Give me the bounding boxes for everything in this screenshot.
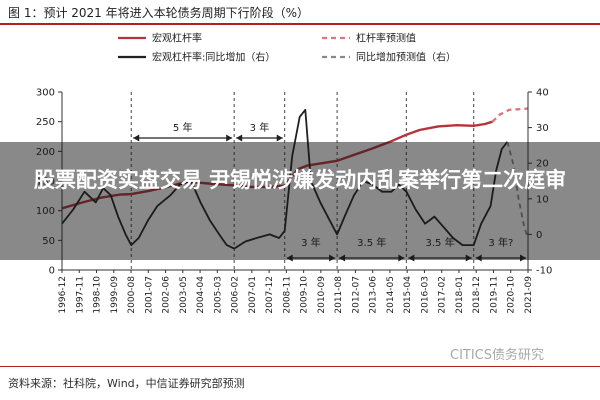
- annotation-label: 3 年: [250, 121, 270, 134]
- left-tick-label: 0: [49, 266, 55, 277]
- x-tick-label: 2020-10: [507, 276, 517, 314]
- annotation-arrow-head: [276, 134, 283, 142]
- left-tick-label: 250: [36, 117, 55, 128]
- legend-label: 宏观杠杆率: [152, 32, 202, 45]
- right-tick-label: 30: [536, 123, 549, 134]
- x-tick-label: 2012-07: [351, 276, 361, 314]
- x-tick-label: 2018-01: [455, 276, 465, 314]
- x-tick-label: 2003-05: [179, 276, 189, 314]
- series-line-1: [491, 107, 529, 123]
- x-tick-label: 2002-06: [162, 276, 172, 314]
- x-tick-label: 2015-04: [403, 276, 413, 314]
- x-tick-label: 1997-11: [75, 276, 85, 314]
- x-tick-label: 2021-09: [524, 276, 534, 314]
- axis-layer: 050100150200250300-100102030401996-12199…: [36, 88, 552, 314]
- source-note: 资料来源：社科院，Wind，中信证券研究部预测: [8, 377, 245, 390]
- right-tick-label: -10: [536, 266, 552, 277]
- legend-label: 杠杆率预测值: [356, 32, 416, 45]
- x-tick-label: 2018-12: [472, 276, 482, 314]
- overlay-headline: 股票配资实盘交易 尹锡悦涉嫌发动内乱案举行第二次庭审: [33, 168, 567, 192]
- x-tick-label: 2005-03: [213, 276, 223, 314]
- x-tick-label: 2001-07: [144, 276, 154, 314]
- x-tick-label: 1996-12: [58, 276, 68, 314]
- x-tick-label: 2008-11: [282, 276, 292, 314]
- annotation-arrow-head: [226, 134, 233, 142]
- x-tick-label: 2006-02: [231, 276, 241, 314]
- headline-overlay: [0, 142, 600, 260]
- x-tick-label: 2016-03: [420, 276, 430, 314]
- x-tick-label: 1999-09: [110, 276, 120, 314]
- x-tick-label: 2009-10: [300, 276, 310, 314]
- x-tick-label: 2010-09: [317, 276, 327, 314]
- x-tick-label: 2000-08: [127, 276, 137, 314]
- x-tick-label: 2017-02: [438, 276, 448, 314]
- x-tick-label: 2019-11: [489, 276, 499, 314]
- watermark: CITICS债务研究: [450, 348, 545, 363]
- legend-label: 宏观杠杆率:同比增加（右）: [152, 51, 275, 64]
- annotation-arrow-head: [236, 134, 243, 142]
- source-rule: [0, 366, 600, 367]
- x-tick-label: 2013-06: [369, 276, 379, 314]
- x-tick-label: 1998-10: [93, 276, 103, 314]
- left-tick-label: 300: [36, 88, 55, 99]
- x-tick-label: 2007-12: [265, 276, 275, 314]
- right-tick-label: 40: [536, 88, 549, 99]
- figure-title: 图 1：预计 2021 年将进入本轮债务周期下行阶段（%）: [8, 6, 310, 20]
- annotation-label: 5 年: [173, 121, 193, 134]
- annotation-arrow-head: [133, 134, 140, 142]
- x-tick-label: 2007-01: [248, 276, 258, 314]
- x-tick-label: 2014-05: [386, 276, 396, 314]
- x-tick-label: 2004-04: [196, 276, 206, 314]
- title-rule: [0, 23, 600, 25]
- x-tick-label: 2011-08: [334, 276, 344, 314]
- legend-label: 同比增加预测值（右）: [356, 51, 456, 64]
